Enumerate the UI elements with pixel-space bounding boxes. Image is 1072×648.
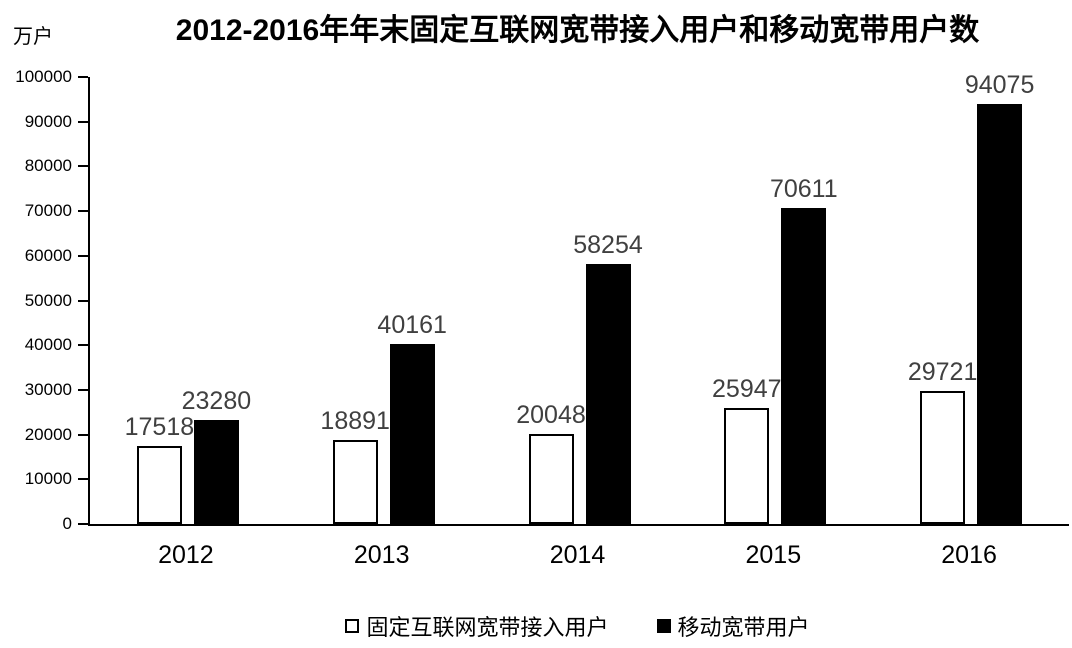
- legend-swatch-mobile-broadband: [656, 619, 671, 633]
- y-axis-tick-label: 80000: [24, 156, 72, 176]
- y-axis-tick: [78, 344, 88, 347]
- y-axis-tick-label: 50000: [24, 290, 72, 310]
- y-axis-tick: [78, 76, 88, 78]
- y-axis-tick: [78, 254, 88, 257]
- x-axis-label-2016: 2016: [941, 541, 997, 569]
- data-label-mobile-broadband-2012: 23280: [181, 386, 252, 415]
- bar-fixed-broadband-2013: [332, 439, 378, 524]
- data-label-fixed-broadband-2012: 17518: [124, 412, 195, 441]
- chart-title: 2012-2016年年末固定互联网宽带接入用户和移动宽带用户数: [175, 14, 980, 47]
- data-label-fixed-broadband-2015: 25947: [712, 375, 782, 404]
- y-axis-tick-label: 90000: [24, 111, 72, 131]
- legend-item-fixed-broadband: 固定互联网宽带接入用户: [345, 610, 609, 642]
- bar-fixed-broadband-2014: [528, 434, 574, 524]
- x-axis-label-2012: 2012: [158, 541, 214, 569]
- legend: 固定互联网宽带接入用户 移动宽带用户: [88, 610, 1067, 642]
- data-label-mobile-broadband-2013: 40161: [377, 311, 447, 340]
- plot-area: 0 10000 20000 30000 40000 50000 60000 70000 8000…: [15, 67, 1069, 533]
- bar-fixed-broadband-2016: [920, 391, 966, 524]
- data-label-mobile-broadband-2014: 58254: [573, 230, 643, 259]
- y-axis-tick-label: 40000: [24, 335, 72, 355]
- y-axis-tick: [78, 478, 88, 481]
- y-axis-tick-label: 0: [62, 514, 72, 533]
- y-axis-tick-label: 100000: [15, 67, 72, 86]
- bar-mobile-broadband-2015: [781, 208, 827, 524]
- bar-mobile-broadband-2013: [389, 344, 435, 524]
- legend-swatch-fixed-broadband: [345, 619, 360, 633]
- y-axis-tick: [78, 165, 88, 168]
- y-axis-tick-label: 30000: [24, 379, 72, 399]
- y-axis-tick-label: 70000: [24, 201, 72, 221]
- bar-mobile-broadband-2012: [193, 419, 239, 524]
- y-axis-tick-label: 20000: [24, 424, 72, 444]
- y-axis-tick: [78, 210, 88, 213]
- data-label-fixed-broadband-2013: 18891: [320, 406, 390, 435]
- data-label-mobile-broadband-2015: 70611: [769, 175, 838, 204]
- legend-label-mobile-broadband: 移动宽带用户: [677, 615, 810, 640]
- x-axis-label-2013: 2013: [353, 541, 410, 569]
- data-label-fixed-broadband-2016: 29721: [907, 358, 978, 387]
- y-axis-tick-label: 10000: [24, 469, 72, 489]
- bar-fixed-broadband-2012: [136, 445, 182, 524]
- bar-mobile-broadband-2016: [977, 103, 1023, 524]
- y-axis-tick-label: 60000: [24, 245, 72, 265]
- x-axis-label-2014: 2014: [549, 541, 606, 569]
- y-axis-tick: [78, 523, 88, 525]
- legend-item-mobile-broadband: 移动宽带用户: [656, 610, 810, 642]
- legend-label-fixed-broadband: 固定互联网宽带接入用户: [366, 615, 609, 640]
- y-axis-tick: [78, 388, 88, 391]
- data-label-mobile-broadband-2016: 94075: [964, 70, 1035, 99]
- bar-mobile-broadband-2014: [585, 263, 631, 524]
- x-axis: 2012 2013 2014 2015 2016: [88, 541, 1067, 575]
- y-axis-unit-label: 万户: [13, 26, 53, 48]
- x-axis-label-2015: 2015: [745, 541, 802, 569]
- y-axis-tick: [78, 120, 88, 123]
- data-label-fixed-broadband-2014: 20048: [516, 401, 586, 430]
- bar-fixed-broadband-2015: [724, 408, 770, 524]
- y-axis-tick: [78, 433, 88, 436]
- y-axis-tick: [78, 299, 88, 302]
